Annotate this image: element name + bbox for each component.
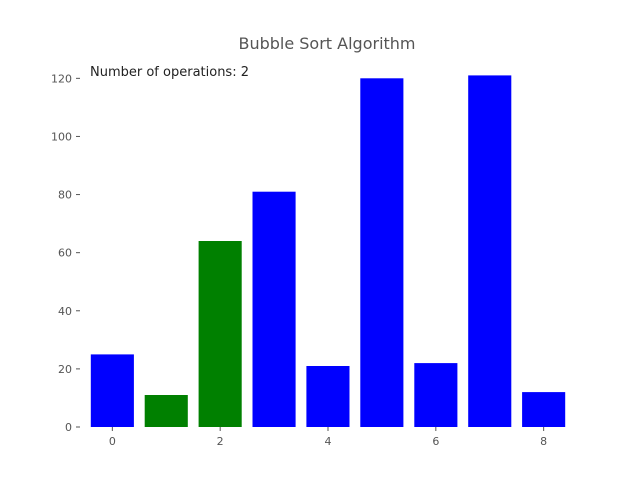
y-tick-label: 120 [51, 72, 72, 85]
x-tick-label: 8 [540, 435, 547, 448]
x-tick-label: 6 [432, 435, 439, 448]
bar-2 [198, 241, 242, 427]
x-tick-label: 4 [325, 435, 332, 448]
y-tick-label: 60 [58, 247, 72, 260]
bar-3 [252, 191, 296, 427]
y-tick-label: 40 [58, 305, 72, 318]
y-tick-label: 80 [58, 189, 72, 202]
bar-1 [144, 395, 188, 427]
chart-title: Bubble Sort Algorithm [238, 34, 415, 53]
bar-0 [90, 354, 134, 427]
bar-8 [522, 392, 566, 427]
x-tick-label: 2 [217, 435, 224, 448]
x-tick-label: 0 [109, 435, 116, 448]
operations-count-annotation: Number of operations: 2 [90, 65, 249, 80]
y-tick-label: 0 [65, 421, 72, 434]
bar-7 [468, 75, 512, 428]
bar-6 [414, 363, 458, 427]
y-tick-label: 20 [58, 363, 72, 376]
bar-4 [306, 366, 350, 427]
bar-5 [360, 78, 404, 428]
y-tick-label: 100 [51, 130, 72, 143]
